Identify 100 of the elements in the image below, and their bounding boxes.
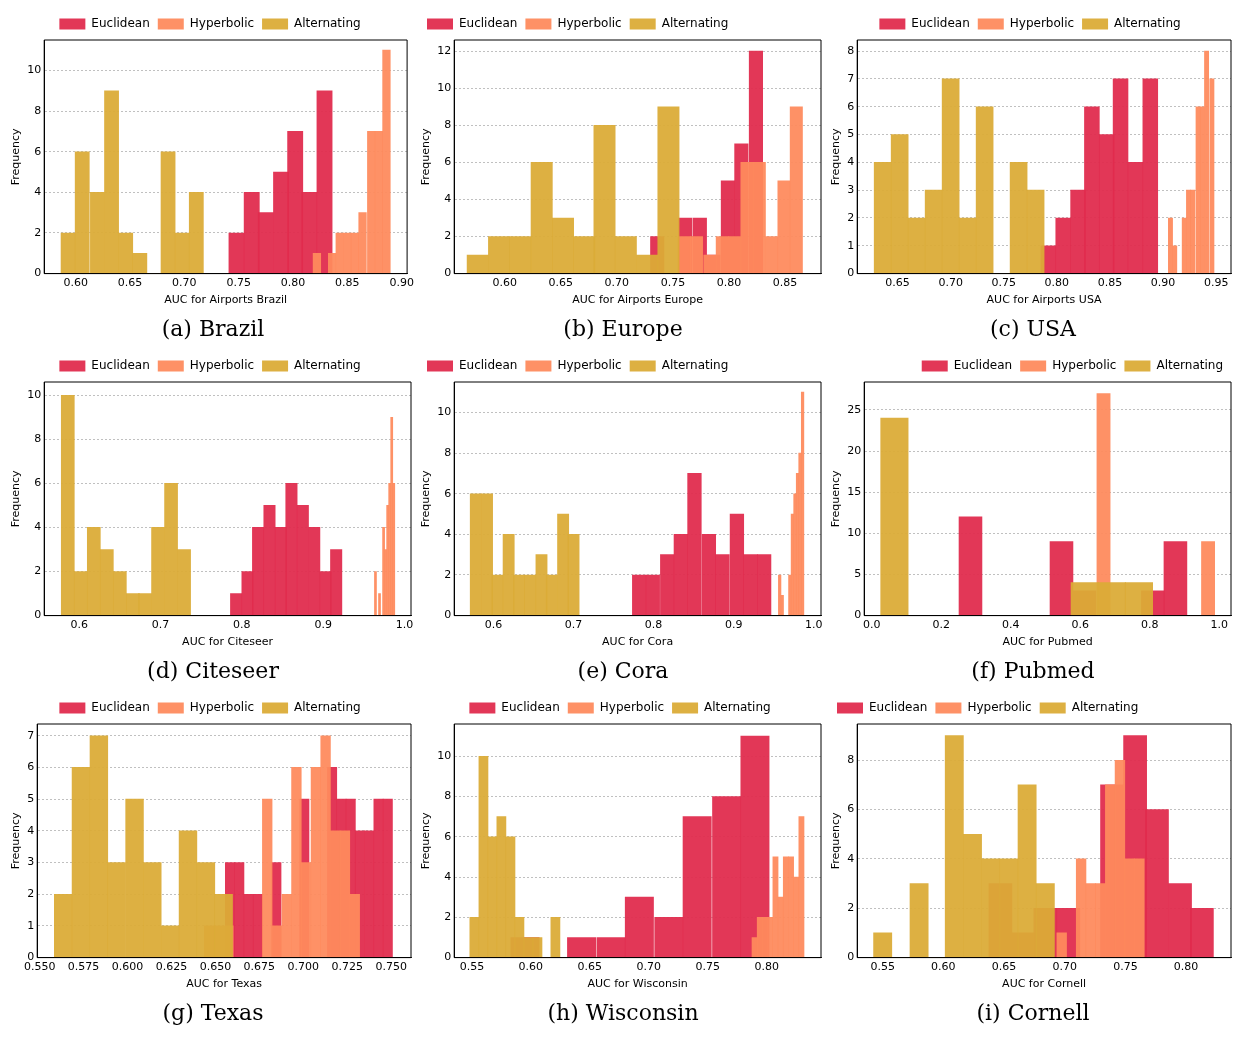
text: (d) Citeseer (147, 657, 279, 685)
x-tick-label: 1.0 (1210, 618, 1228, 632)
text: (f) Pubmed (971, 657, 1095, 685)
y-tick-label: 5 (854, 567, 862, 581)
x-tick-label: 0.2 (932, 618, 951, 632)
x-tick-label: 0.7 (151, 618, 170, 632)
y-tick-label: 0 (854, 608, 862, 622)
y-tick-label: 6 (847, 99, 855, 113)
x-axis-title: AUC for Airports Europe (572, 293, 704, 307)
legend-label: Euclidean (501, 700, 560, 715)
y-tick-label: 6 (847, 802, 855, 816)
legend-label: Hyperbolic (189, 700, 255, 715)
x-tick-label: 0.60 (492, 276, 517, 290)
y-tick-label: 2 (34, 564, 42, 578)
x-tick-label: 0.7 (564, 618, 583, 632)
x-tick-label: 0.9 (724, 618, 743, 632)
x-tick-label: 0.6 (484, 618, 503, 632)
y-tick-label: 10 (437, 749, 452, 763)
y-tick-label: 3 (27, 855, 35, 869)
y-tick-label: 5 (847, 127, 855, 141)
x-tick-label: 0.55 (459, 960, 485, 974)
y-tick-label: 0 (847, 950, 855, 964)
x-tick-label: 0.75 (695, 960, 721, 974)
text: (g) Texas (162, 999, 264, 1027)
legend-label: Euclidean (953, 358, 1013, 373)
y-tick-label: 8 (444, 789, 452, 803)
y-tick-label: 10 (27, 63, 42, 77)
y-tick-label: 10 (847, 526, 862, 540)
legend-label: Euclidean (91, 700, 150, 715)
y-tick-label: 1 (27, 918, 35, 932)
legend-label: Euclidean (91, 358, 150, 373)
x-tick-label: 0.75 (226, 276, 251, 290)
y-tick-label: 0 (444, 266, 452, 280)
x-tick-label: 0.80 (716, 276, 742, 290)
x-tick-label: 0.60 (63, 276, 88, 290)
x-tick-label: 1.0 (395, 618, 414, 632)
y-tick-label: 4 (34, 185, 42, 199)
x-tick-label: 1.0 (805, 618, 823, 632)
y-tick-label: 4 (444, 869, 452, 883)
legend-label: Euclidean (869, 700, 928, 715)
legend-label: Hyperbolic (1009, 16, 1075, 31)
x-tick-label: 0.6 (70, 618, 88, 632)
x-tick-label: 0.65 (885, 276, 910, 290)
x-tick-label: 0.750 (375, 960, 407, 974)
x-tick-label: 0.700 (287, 960, 320, 974)
legend-label: Euclidean (911, 16, 970, 31)
x-tick-label: 0.80 (1173, 960, 1199, 974)
x-axis-title: AUC for Cora (602, 635, 674, 649)
y-tick-label: 0 (847, 266, 855, 280)
y-tick-label: 15 (847, 485, 862, 499)
x-tick-label: 0.65 (117, 276, 143, 290)
x-tick-label: 0.70 (938, 276, 963, 290)
y-tick-label: 2 (847, 210, 855, 224)
y-tick-label: 6 (34, 144, 42, 158)
x-tick-label: 0.8 (233, 618, 251, 632)
y-tick-label: 5 (27, 791, 35, 805)
y-tick-label: 4 (27, 823, 35, 837)
x-tick-label: 0.85 (1097, 276, 1123, 290)
x-tick-label: 0.75 (660, 276, 686, 290)
legend-label: Hyperbolic (967, 700, 1032, 715)
x-tick-label: 0.85 (335, 276, 360, 290)
x-tick-label: 0.75 (991, 276, 1016, 290)
x-tick-label: 0.550 (23, 960, 56, 974)
y-tick-label: 6 (34, 476, 42, 490)
legend-label: Alternating (704, 700, 771, 715)
y-tick-label: 8 (34, 432, 42, 446)
x-tick-label: 0.4 (1002, 618, 1020, 632)
y-tick-label: 1 (847, 238, 855, 252)
y-axis-title: Frequency (829, 127, 843, 186)
text: (b) Europe (563, 315, 683, 343)
text: (e) Cora (577, 657, 669, 685)
y-axis-title: Frequency (9, 811, 23, 870)
y-tick-label: 8 (444, 445, 452, 459)
x-tick-label: 0.65 (991, 960, 1017, 974)
x-axis-title: AUC for Citeseer (182, 635, 274, 649)
x-tick-label: 0.725 (331, 960, 363, 974)
text: (h) Wisconsin (547, 999, 699, 1027)
x-tick-label: 0.55 (870, 960, 895, 974)
legend-label: Alternating (1156, 358, 1223, 373)
y-tick-label: 6 (444, 486, 452, 500)
x-tick-label: 0.90 (1150, 276, 1176, 290)
x-tick-label: 0.6 (1071, 618, 1089, 632)
y-tick-label: 7 (27, 728, 35, 742)
y-tick-label: 3 (847, 183, 855, 197)
y-tick-label: 2 (444, 910, 452, 924)
y-tick-label: 0 (34, 266, 42, 280)
x-tick-label: 0.575 (67, 960, 100, 974)
legend-label: Alternating (294, 700, 361, 715)
legend-label: Alternating (661, 358, 729, 373)
y-tick-label: 2 (34, 225, 42, 239)
legend-label: Hyperbolic (557, 16, 622, 31)
y-axis-title: Frequency (9, 469, 23, 528)
y-axis-title: Frequency (419, 811, 433, 870)
legend-label: Hyperbolic (189, 358, 255, 373)
x-axis-title: AUC for Wisconsin (587, 977, 688, 991)
legend-label: Hyperbolic (1052, 358, 1117, 373)
x-tick-label: 0.80 (1044, 276, 1070, 290)
x-tick-label: 0.8 (1140, 618, 1159, 632)
y-tick-label: 2 (444, 567, 452, 581)
legend-label: Euclidean (459, 358, 518, 373)
